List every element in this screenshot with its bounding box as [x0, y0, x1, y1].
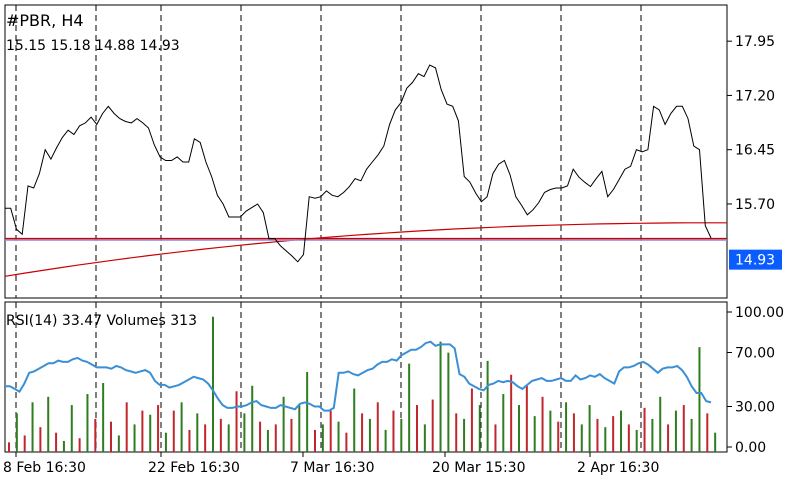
main-pane-border	[4, 4, 728, 299]
indicator-pane-border	[4, 301, 728, 453]
indicator-tick-label-1: 70.00	[735, 346, 775, 362]
indicator-tick-label-2: 30.00	[735, 400, 775, 416]
indicator-title: RSI(14) 33.47 Volumes 313	[6, 313, 197, 329]
price-line	[5, 64, 712, 263]
last-price-badge: 14.93	[729, 249, 782, 270]
time-label-4: 2 Apr 16:30	[577, 460, 659, 476]
price-tick-label-2: 16.45	[735, 143, 775, 159]
rsi-line	[5, 340, 712, 412]
indicator-lines	[4, 222, 727, 277]
time-label-0: 8 Feb 16:30	[3, 460, 86, 476]
indicator-tick-label-0: 100.00	[735, 305, 784, 321]
symbol-title: #PBR, H4	[6, 11, 84, 30]
price-tick-label-3: 15.70	[735, 197, 775, 213]
volume-bars	[8, 316, 717, 452]
time-label-1: 22 Feb 16:30	[148, 460, 240, 476]
price-tick-label-0: 17.95	[735, 34, 775, 50]
price-tick-label-1: 17.20	[735, 88, 775, 104]
time-axis: 8 Feb 16:30 22 Feb 16:30 7 Mar 16:30 20 Mar…	[3, 452, 659, 476]
time-label-3: 20 Mar 15:30	[432, 460, 525, 476]
time-label-2: 7 Mar 16:30	[290, 460, 375, 476]
moving-average-line	[4, 222, 727, 277]
ohlc-values: 15.15 15.18 14.88 14.93	[6, 38, 180, 54]
indicator-axis: 100.00 70.00 30.00 0.00	[727, 305, 784, 456]
last-price-badge-bg	[729, 249, 782, 270]
last-price-label: 14.93	[735, 253, 775, 269]
pane-borders	[4, 4, 728, 453]
indicator-tick-label-3: 0.00	[735, 440, 766, 456]
price-axis: 17.95 17.20 16.45 15.70	[727, 34, 775, 213]
